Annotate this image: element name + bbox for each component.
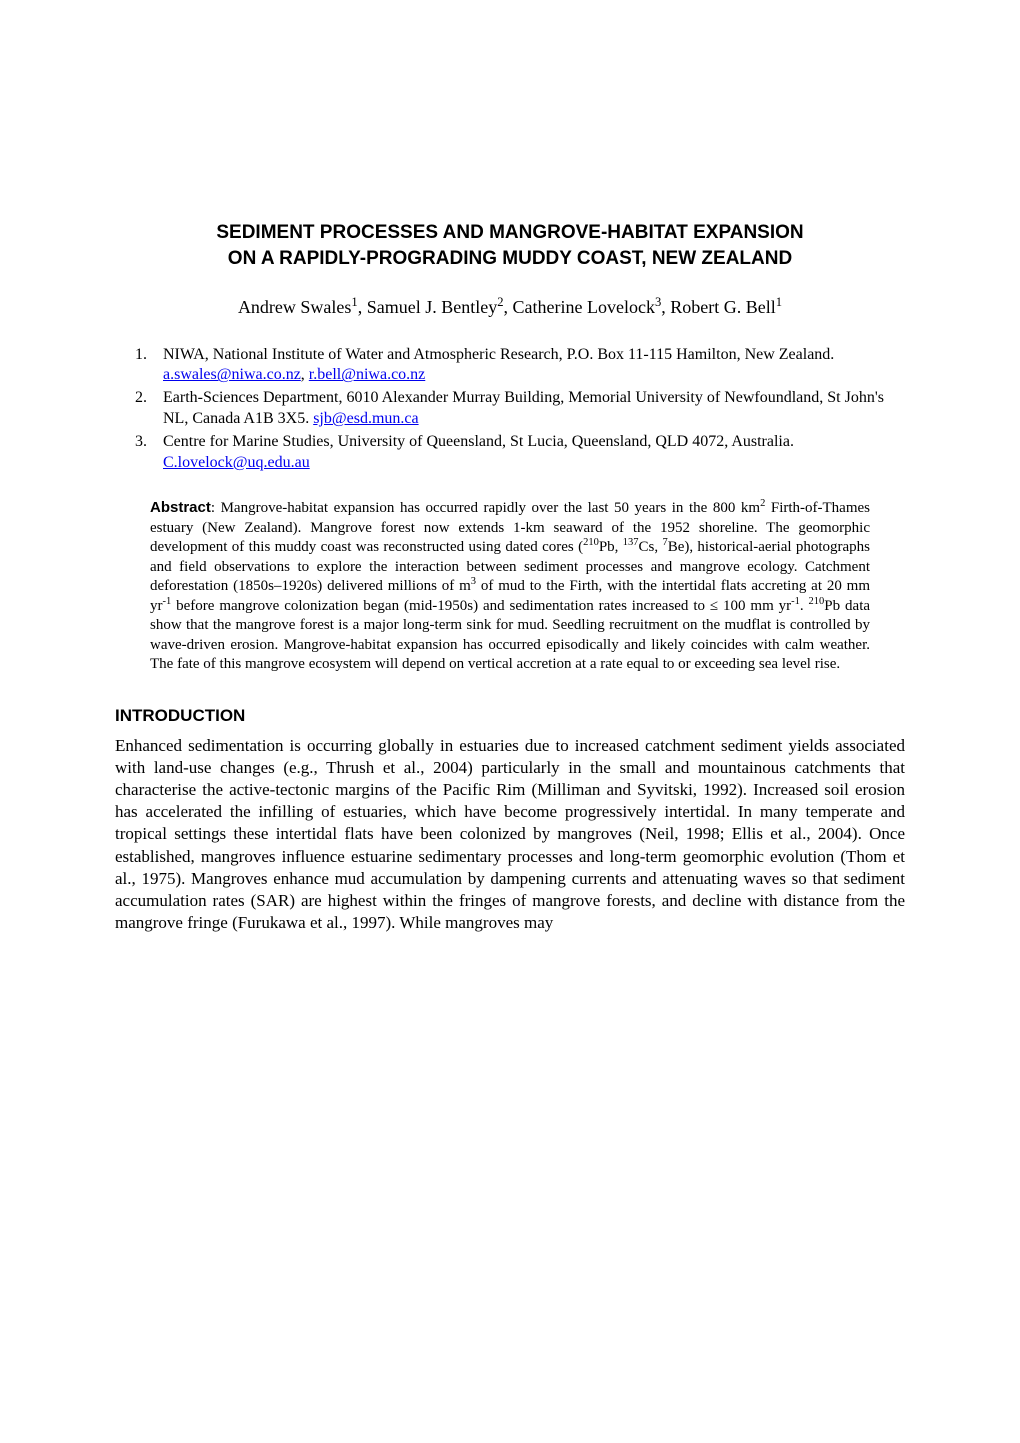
introduction-body: Enhanced sedimentation is occurring glob…	[115, 735, 905, 934]
abstract-sup7: -1	[791, 596, 800, 607]
paper-title: SEDIMENT PROCESSES AND MANGROVE-HABITAT …	[115, 220, 905, 271]
affiliation-1-text: NIWA, National Institute of Water and At…	[163, 346, 834, 363]
affiliation-2-num: 2.	[135, 388, 163, 409]
title-line-2: ON A RAPIDLY-PROGRADING MUDDY COAST, NEW…	[228, 248, 792, 269]
affiliation-2: 2.Earth-Sciences Department, 6010 Alexan…	[135, 388, 885, 430]
affiliation-1-email-1[interactable]: a.swales@niwa.co.nz	[163, 366, 301, 383]
abstract-p3: Pb,	[599, 539, 623, 555]
abstract-sup6: -1	[163, 596, 172, 607]
affiliation-1: 1.NIWA, National Institute of Water and …	[135, 345, 885, 387]
author-3: Catherine Lovelock	[513, 297, 655, 317]
abstract-p8: .	[800, 598, 809, 614]
affiliation-1-num: 1.	[135, 345, 163, 366]
affiliation-3-text: Centre for Marine Studies, University of…	[163, 433, 794, 450]
affiliation-2-text: Earth-Sciences Department, 6010 Alexande…	[163, 389, 884, 427]
author-2: Samuel J. Bentley	[367, 297, 497, 317]
author-2-sup: 2	[497, 295, 503, 309]
abstract-colon: :	[211, 500, 221, 516]
abstract: Abstract: Mangrove-habitat expansion has…	[150, 498, 870, 675]
abstract-p7: before mangrove colonization began (mid-…	[171, 598, 791, 614]
title-line-1: SEDIMENT PROCESSES AND MANGROVE-HABITAT …	[216, 222, 803, 243]
affiliation-list: 1.NIWA, National Institute of Water and …	[135, 345, 885, 474]
abstract-p4: Cs,	[639, 539, 663, 555]
author-list: Andrew Swales1, Samuel J. Bentley2, Cath…	[115, 296, 905, 319]
affiliation-1-sep: ,	[301, 366, 309, 383]
abstract-p1: Mangrove-habitat expansion has occurred …	[221, 500, 760, 516]
abstract-sup8: 210	[809, 596, 825, 607]
affiliation-1-email-2[interactable]: r.bell@niwa.co.nz	[309, 366, 425, 383]
section-heading-introduction: INTRODUCTION	[115, 705, 905, 727]
affiliation-3-email[interactable]: C.lovelock@uq.edu.au	[163, 454, 310, 471]
abstract-label: Abstract	[150, 499, 211, 516]
author-1: Andrew Swales	[238, 297, 351, 317]
author-3-sup: 3	[655, 295, 661, 309]
author-4-sup: 1	[776, 295, 782, 309]
abstract-sup2: 210	[583, 537, 599, 548]
affiliation-2-email[interactable]: sjb@esd.mun.ca	[313, 410, 418, 427]
affiliation-3-num: 3.	[135, 432, 163, 453]
abstract-sup3: 137	[623, 537, 639, 548]
author-1-sup: 1	[351, 295, 357, 309]
author-4: Robert G. Bell	[670, 297, 776, 317]
affiliation-3: 3.Centre for Marine Studies, University …	[135, 432, 885, 474]
